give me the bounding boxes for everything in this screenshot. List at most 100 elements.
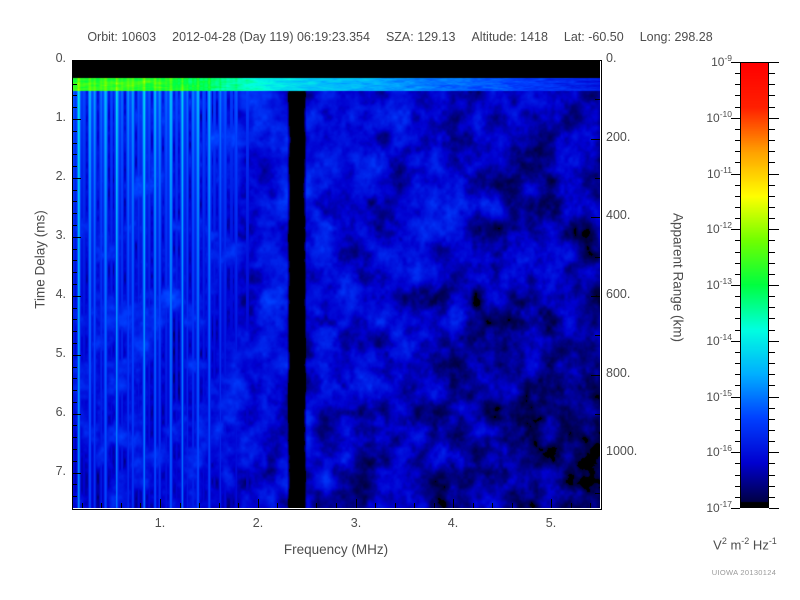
axis-tick [735, 441, 740, 442]
axis-tick [769, 107, 775, 108]
axis-tick [72, 131, 77, 132]
y-axis-left-tick-label: 6. [55, 405, 66, 419]
axis-tick [769, 62, 779, 63]
axis-tick [731, 341, 740, 342]
axis-tick [72, 484, 77, 485]
axis-tick [769, 307, 775, 308]
axis-tick [72, 190, 77, 191]
y-axis-right-tick-label: 0. [606, 51, 617, 65]
axis-tick [591, 217, 600, 218]
axis-tick [72, 166, 77, 167]
axis-tick [735, 363, 740, 364]
axis-tick [735, 475, 740, 476]
axis-tick [356, 499, 357, 508]
colorbar-tick-base: 10 [706, 390, 720, 404]
axis-tick [769, 430, 775, 431]
axis-tick [769, 397, 779, 398]
axis-tick [769, 140, 775, 141]
x-axis-tick-label: 1. [154, 516, 166, 530]
header-field-label: SZA: [385, 30, 418, 44]
axis-tick [591, 296, 600, 297]
colorbar-unit-exponent: -1 [768, 536, 777, 546]
colorbar-tick-exponent: -16 [719, 443, 732, 453]
header-metadata: Orbit: 10603 2012-04-28 (Day 119) 06:19:2… [0, 30, 800, 44]
header-field-value: 1418 [520, 30, 548, 44]
colorbar-tick-base: 10 [706, 167, 721, 181]
colorbar-tick-base: 10 [706, 501, 720, 515]
axis-tick [160, 499, 161, 508]
colorbar-tick-label: 10-14 [662, 332, 732, 348]
header-field: Long: 298.28 [640, 30, 713, 44]
axis-tick [72, 367, 77, 368]
colorbar-tick-label: 10-11 [662, 165, 732, 181]
colorbar-tick-label: 10-17 [662, 499, 732, 515]
axis-tick [735, 107, 740, 108]
axis-tick [72, 331, 77, 332]
axis-tick [72, 390, 77, 391]
header-field-value: -60.50 [588, 30, 624, 44]
axis-tick [731, 397, 740, 398]
credit-stamp: UIOWA 20130124 [711, 568, 777, 577]
colorbar-tick-label: 10-10 [662, 109, 732, 125]
axis-tick [735, 140, 740, 141]
axis-tick [735, 318, 740, 319]
colorbar-tick-base: 10 [706, 278, 720, 292]
axis-tick [595, 178, 600, 179]
colorbar-tick-base: 10 [706, 445, 720, 459]
axis-tick [199, 503, 200, 508]
axis-tick [316, 503, 317, 508]
colorbar-tick-exponent: -17 [719, 499, 732, 509]
axis-tick [453, 499, 454, 508]
axis-tick [735, 274, 740, 275]
axis-tick [769, 285, 779, 286]
axis-tick [72, 119, 81, 120]
axis-tick [769, 174, 779, 175]
colorbar-unit-base: m [726, 537, 742, 553]
axis-tick [769, 196, 775, 197]
axis-tick [735, 307, 740, 308]
axis-tick [72, 496, 77, 497]
axis-tick [769, 385, 775, 386]
axis-tick [769, 352, 775, 353]
axis-tick [72, 437, 77, 438]
axis-tick [769, 341, 779, 342]
axis-tick [735, 486, 740, 487]
axis-tick [336, 503, 337, 508]
axis-tick [72, 72, 77, 73]
axis-tick [72, 154, 77, 155]
y-axis-left-tick-label: 7. [55, 464, 66, 478]
axis-tick [72, 178, 81, 179]
axis-tick [731, 229, 740, 230]
spectrogram-panel [72, 60, 600, 508]
header-field: SZA: 129.13 [386, 30, 456, 44]
axis-tick [769, 162, 775, 163]
axis-tick [769, 363, 775, 364]
axis-tick [769, 84, 775, 85]
axis-tick [180, 503, 181, 508]
axis-tick [735, 385, 740, 386]
axis-tick [769, 185, 775, 186]
axis-tick [72, 213, 77, 214]
axis-tick [735, 151, 740, 152]
axis-tick [735, 430, 740, 431]
axis-tick [72, 201, 77, 202]
x-axis-tick-label: 4. [447, 516, 459, 530]
axis-tick [72, 60, 81, 61]
axis-tick [769, 296, 775, 297]
axis-tick [473, 503, 474, 508]
axis-tick [769, 374, 775, 375]
colorbar-tick-label: 10-13 [662, 276, 732, 292]
axis-tick [769, 151, 775, 152]
colorbar-gradient [740, 62, 769, 508]
axis-tick [595, 493, 600, 494]
axis-tick [731, 174, 740, 175]
axis-tick [735, 419, 740, 420]
axis-tick [121, 503, 122, 508]
header-field-value: 129.13 [417, 30, 456, 44]
colorbar-unit-base: Hz [749, 537, 769, 553]
axis-tick [72, 260, 77, 261]
axis-tick [72, 225, 77, 226]
axis-tick [571, 503, 572, 508]
axis-tick [735, 330, 740, 331]
